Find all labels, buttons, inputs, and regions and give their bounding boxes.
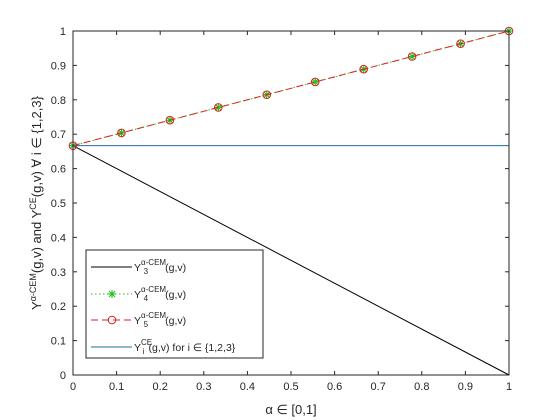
x-axis-label: α ∈ [0,1]	[265, 402, 316, 417]
series-line-1	[72, 145, 510, 376]
asterisk-marker	[214, 103, 223, 112]
x-tick-label: 0.5	[283, 381, 298, 393]
y-tick-label: 0.7	[51, 129, 66, 141]
y-tick-label: 0.8	[51, 95, 66, 107]
y-tick-label: 0.2	[51, 301, 66, 313]
legend-label-3: Yα-CEM 5 (g,v)	[134, 311, 186, 329]
circle-marker	[310, 77, 320, 87]
circle-marker	[262, 90, 272, 100]
circle-marker	[165, 115, 175, 125]
asterisk-marker	[311, 77, 320, 86]
x-tick-label: 0.6	[327, 381, 342, 393]
x-tick-label: 0.2	[153, 381, 168, 393]
legend-label-1: Yα-CEM 3 (g,v)	[134, 258, 186, 276]
circle-marker	[359, 64, 368, 74]
y-tick-label: 0.9	[51, 60, 66, 72]
legend-label-2: Yα-CEM 4 (g,v)	[134, 285, 186, 303]
y-tick-label: 0.5	[51, 198, 66, 210]
x-tick-label: 0.7	[371, 381, 386, 393]
x-tick-label: 0.8	[414, 381, 429, 393]
y-tick-label: 1	[60, 26, 66, 38]
asterisk-stroke	[214, 104, 222, 111]
axes: 0 0.1 0.2 0.3 0.4 0.5 0.6 0.7 0.8 0.9 1 0 0.1 0.2 0.3 0…	[28, 26, 512, 417]
legend: Yα-CEM 3 (g,v) Yα-CEM 4 (g,v) Yα-CEM 5 (g,v) YCE i…	[85, 249, 264, 359]
x-tick-label: 1	[506, 381, 512, 393]
circle-marker	[117, 128, 126, 138]
circle-marker	[407, 52, 417, 61]
y-tick-label: 0.1	[51, 336, 66, 348]
legend-box	[85, 249, 264, 359]
legend-circle-marker	[107, 315, 117, 325]
asterisk-marker	[408, 52, 417, 61]
y-tick-label: 0.4	[51, 232, 66, 244]
x-tick-label: 0.3	[196, 381, 211, 393]
asterisk-stroke	[108, 290, 116, 298]
legend-asterisk-marker	[108, 290, 116, 298]
y-tick-label: 0.3	[51, 267, 66, 279]
asterisk-stroke	[408, 53, 416, 60]
y-tick-label: 0	[60, 370, 66, 382]
y-axis-label: Yα-CEM(g,v) and YCE(g,v) ∀ i ∈ {1,2,3}	[28, 95, 44, 310]
circle-marker	[456, 39, 465, 49]
y-tick-label: 0.6	[51, 164, 66, 176]
asterisk-stroke	[311, 78, 319, 86]
x-tick-label: 0.1	[109, 381, 124, 393]
x-tick-label: 0.9	[458, 381, 473, 393]
x-tick-label: 0	[70, 381, 76, 393]
x-tick-label: 0.4	[240, 381, 255, 393]
circle-marker	[214, 103, 223, 112]
series-line-3	[72, 30, 510, 147]
legend-label-4: YCE i (g,v) for i ∈ {1,2,3}	[134, 338, 236, 356]
